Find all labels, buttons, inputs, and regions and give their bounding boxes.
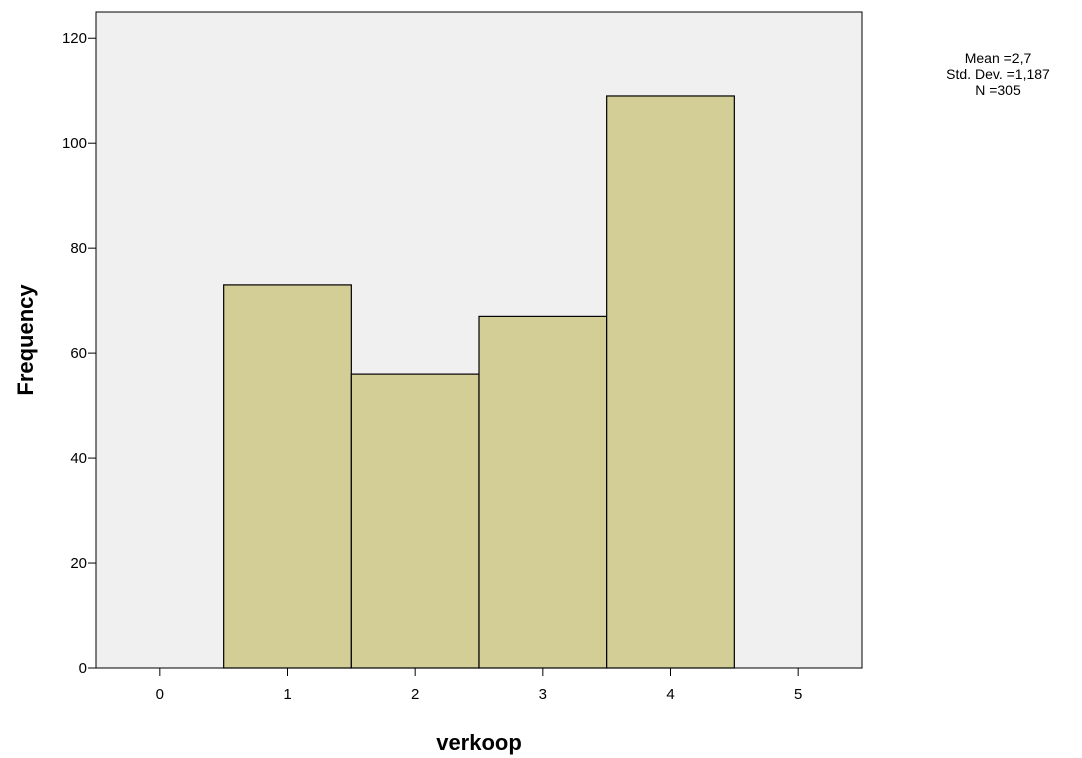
x-tick-label: 2 (411, 686, 419, 703)
histogram-bar-2 (350, 373, 480, 669)
y-axis: 0 20 40 60 80 100 120 (62, 30, 96, 677)
x-tick-label: 3 (539, 686, 547, 703)
y-tick-label: 100 (62, 135, 87, 152)
stats-line: N =305 (975, 82, 1021, 98)
histogram-bar-1 (223, 284, 352, 669)
x-axis: 0 1 2 3 4 5 (156, 668, 802, 703)
y-tick-label: 60 (70, 345, 87, 362)
stats-line: Mean =2,7 (965, 50, 1032, 66)
y-axis-title: Frequency (13, 284, 38, 396)
bars (223, 95, 735, 669)
y-tick-label: 80 (70, 240, 87, 257)
x-axis-title: verkoop (436, 730, 522, 755)
histogram-bar-4 (606, 95, 735, 669)
y-tick-label: 40 (70, 450, 87, 467)
stats-line: Std. Dev. =1,187 (946, 66, 1050, 82)
y-tick-label: 20 (70, 555, 87, 572)
x-tick-label: 4 (666, 686, 674, 703)
y-tick-label: 0 (79, 660, 87, 677)
histogram-bar-3 (478, 315, 608, 669)
y-tick-label: 120 (62, 30, 87, 47)
x-tick-label: 5 (794, 686, 802, 703)
x-tick-label: 0 (156, 686, 164, 703)
x-tick-label: 1 (283, 686, 291, 703)
